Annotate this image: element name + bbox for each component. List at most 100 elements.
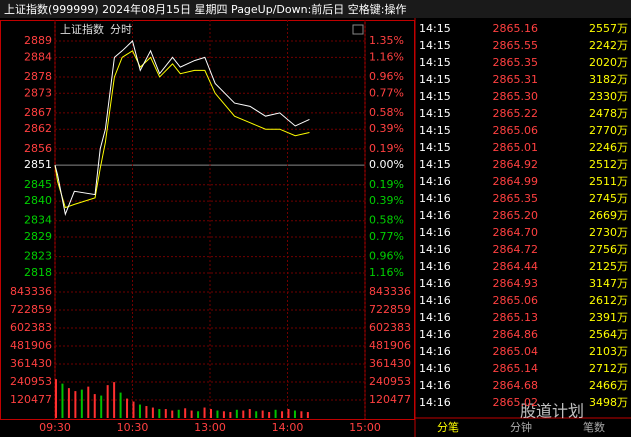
tick-time: 14:15 [419, 56, 451, 69]
tick-time: 14:16 [419, 328, 451, 341]
tick-volume: 2246万 [589, 141, 628, 154]
y-tick-label: 2884 [24, 50, 52, 63]
volume-bar [203, 407, 206, 418]
volume-bar [100, 395, 103, 418]
tick-time: 14:16 [419, 243, 451, 256]
tick-time: 14:15 [419, 39, 451, 52]
volume-bar [106, 385, 109, 418]
tick-volume: 2612万 [589, 294, 628, 307]
x-tick-label: 15:00 [349, 421, 381, 434]
y-tick-label: 2889 [24, 34, 52, 47]
tick-volume: 2330万 [589, 90, 628, 103]
volume-bar [268, 412, 271, 418]
vol-tick-label: 722859 [10, 303, 52, 316]
tick-time: 14:15 [419, 141, 451, 154]
x-tick-label: 14:00 [272, 421, 304, 434]
vol-tick-label: 120477 [10, 393, 52, 406]
tick-volume: 2512万 [589, 158, 628, 171]
vol-tick-label-right: 240953 [369, 375, 411, 388]
average-line [54, 50, 310, 209]
tab[interactable]: 笔数 [583, 420, 605, 434]
tick-time: 14:15 [419, 124, 451, 137]
volume-bar [177, 409, 180, 418]
tab[interactable]: 分笔 [437, 420, 459, 434]
volume-bar [229, 412, 232, 418]
tick-time: 14:16 [419, 277, 451, 290]
volume-bar [300, 411, 303, 418]
tick-price: 2864.44 [493, 260, 539, 273]
volume-bar [151, 407, 154, 418]
tick-time: 14:16 [419, 260, 451, 273]
title-bar [0, 0, 631, 18]
tick-price: 2865.55 [493, 39, 539, 52]
tick-price: 2865.35 [493, 192, 539, 205]
vol-tick-label-right: 120477 [369, 393, 411, 406]
icon-box[interactable] [352, 24, 364, 35]
x-tick-label: 13:00 [194, 421, 226, 434]
volume-bar [274, 409, 277, 418]
price-line [54, 40, 310, 216]
vol-tick-label-right: 843336 [369, 285, 411, 298]
pct-label: 0.77% [369, 230, 404, 243]
vol-tick-label: 481906 [10, 339, 52, 352]
x-tick-label: 10:30 [117, 421, 149, 434]
y-tick-label: 2878 [24, 70, 52, 83]
volume-bar [287, 409, 290, 418]
tick-time: 14:16 [419, 175, 451, 188]
tick-time: 14:16 [419, 209, 451, 222]
tick-price: 2865.30 [493, 90, 539, 103]
tick-volume: 3182万 [589, 73, 628, 86]
title: 上证指数(999999) 2024年08月15日 星期四 PageUp/Down… [4, 2, 407, 16]
y-tick-label: 2867 [24, 106, 52, 119]
tick-volume: 2466万 [589, 379, 628, 392]
tick-price: 2865.02 [493, 396, 539, 409]
volume-bar [190, 410, 193, 418]
volume-bar [126, 398, 129, 418]
pct-label: 0.58% [369, 214, 404, 227]
volume-bar [184, 408, 187, 418]
tick-volume: 2125万 [589, 260, 628, 273]
tick-time: 14:16 [419, 311, 451, 324]
tick-time: 14:16 [419, 396, 451, 409]
tick-volume: 2564万 [589, 328, 628, 341]
tick-volume: 2712万 [589, 362, 628, 375]
tick-price: 2864.92 [493, 158, 539, 171]
pct-label: 0.19% [369, 142, 404, 155]
y-tick-label: 2823 [24, 250, 52, 263]
tab[interactable]: 分钟 [510, 420, 532, 434]
tick-price: 2864.70 [493, 226, 539, 239]
volume-bar [293, 410, 296, 418]
y-tick-label: 2845 [24, 178, 52, 191]
tick-price: 2864.72 [493, 243, 539, 256]
pct-label: 0.96% [369, 250, 404, 263]
tick-time: 14:16 [419, 226, 451, 239]
tick-time: 14:15 [419, 73, 451, 86]
tick-price: 2865.01 [493, 141, 539, 154]
tick-time: 14:16 [419, 294, 451, 307]
tick-volume: 3147万 [589, 277, 628, 290]
tick-price: 2865.16 [493, 22, 539, 35]
volume-bar [138, 404, 141, 418]
vol-tick-label: 602383 [10, 321, 52, 334]
tick-price: 2865.06 [493, 124, 539, 137]
y-tick-label: 2862 [24, 122, 52, 135]
tick-time: 14:15 [419, 90, 451, 103]
tick-price: 2865.20 [493, 209, 539, 222]
pct-label: 0.39% [369, 122, 404, 135]
y-tick-label: 2873 [24, 86, 52, 99]
vol-tick-label: 361430 [10, 357, 52, 370]
tick-time: 14:15 [419, 22, 451, 35]
volume-bar [74, 391, 77, 418]
vol-tick-label-right: 602383 [369, 321, 411, 334]
tick-price: 2864.86 [493, 328, 539, 341]
volume-bar [61, 383, 64, 418]
volume-bar [113, 382, 116, 418]
volume-bar [222, 411, 225, 418]
volume-bar [242, 410, 245, 418]
tick-time: 14:15 [419, 158, 451, 171]
tick-time: 14:16 [419, 345, 451, 358]
volume-bar [164, 409, 167, 418]
volume-bar [132, 401, 135, 418]
vol-tick-label: 843336 [10, 285, 52, 298]
